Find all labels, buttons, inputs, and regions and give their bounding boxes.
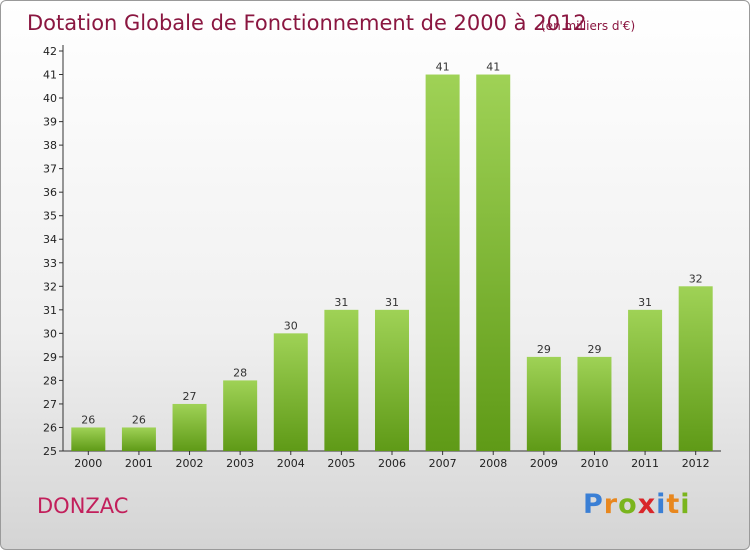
y-tick-label: 40 [43, 92, 57, 105]
y-axis: 25 26 27 28 29 30 31 32 33 34 35 36 37 38 39 40 41 42 [43, 45, 64, 458]
y-tick-label: 25 [43, 445, 57, 458]
bar-value-label: 41 [436, 61, 450, 74]
bar [223, 380, 258, 451]
y-tick-label: 34 [43, 233, 57, 246]
bar [577, 356, 612, 451]
bar [324, 309, 359, 451]
bar [375, 309, 409, 451]
logo-letter: P [583, 489, 604, 520]
x-tick-label: 2009 [530, 457, 558, 470]
bar-value-label: 29 [587, 343, 601, 356]
bar [121, 427, 156, 451]
bars: 26 26 27 28 30 31 31 41 41 29 29 31 32 [71, 61, 713, 451]
y-tick-label: 32 [43, 280, 57, 293]
x-tick-label: 2000 [74, 457, 102, 470]
bar [273, 333, 308, 451]
y-tick-label: 41 [43, 69, 57, 82]
bar-value-label: 29 [537, 343, 551, 356]
logo-letter: r [603, 489, 619, 520]
x-tick-label: 2005 [327, 457, 355, 470]
x-tick-label: 2004 [277, 457, 305, 470]
bar [628, 309, 663, 451]
logo-letter: i [656, 489, 667, 520]
x-tick-label: 2012 [682, 457, 710, 470]
bar [172, 403, 207, 451]
bar-value-label: 27 [183, 390, 197, 403]
y-tick-label: 27 [43, 398, 57, 411]
commune-name: DONZAC [37, 494, 129, 518]
y-tick-label: 38 [43, 139, 57, 152]
y-tick-label: 42 [43, 45, 57, 58]
y-tick-label: 35 [43, 210, 57, 223]
bar-value-label: 26 [132, 413, 146, 426]
chart-unit-label: (en milliers d'€) [541, 19, 635, 33]
bar-value-label: 32 [689, 272, 703, 285]
bar-value-label: 28 [233, 366, 247, 379]
bar [476, 74, 511, 451]
logo-letter: o [618, 489, 638, 520]
x-axis: 2000 2001 2002 2003 2004 2005 2006 2007 2008 2009… [63, 450, 721, 470]
y-tick-label: 28 [43, 374, 57, 387]
logo-letter: i [680, 489, 691, 520]
bar [425, 74, 460, 451]
proxiti-logo: Proxiti [583, 489, 691, 520]
bar-value-label: 31 [334, 296, 348, 309]
x-tick-label: 2010 [580, 457, 608, 470]
y-tick-label: 26 [43, 421, 57, 434]
x-tick-label: 2006 [378, 457, 406, 470]
bar [526, 356, 561, 451]
bar-value-label: 41 [486, 61, 500, 74]
logo-letter: x [637, 489, 657, 520]
x-tick-label: 2001 [125, 457, 153, 470]
bar [71, 427, 106, 451]
y-tick-label: 37 [43, 163, 57, 176]
y-tick-label: 39 [43, 116, 57, 129]
chart-title: Dotation Globale de Fonctionnement de 20… [27, 11, 587, 35]
x-tick-label: 2002 [176, 457, 204, 470]
x-tick-label: 2008 [479, 457, 507, 470]
logo-letter: t [666, 489, 681, 520]
x-tick-label: 2003 [226, 457, 254, 470]
y-tick-label: 29 [43, 351, 57, 364]
x-tick-label: 2007 [429, 457, 457, 470]
bar-value-label: 30 [284, 319, 298, 332]
y-tick-label: 30 [43, 327, 57, 340]
bar-value-label: 31 [638, 296, 652, 309]
bar [678, 286, 713, 451]
y-tick-label: 33 [43, 257, 57, 270]
x-tick-label: 2011 [631, 457, 659, 470]
y-tick-label: 31 [43, 304, 57, 317]
bar-value-label: 31 [385, 296, 399, 309]
y-tick-label: 36 [43, 186, 57, 199]
bar-value-label: 26 [81, 413, 95, 426]
